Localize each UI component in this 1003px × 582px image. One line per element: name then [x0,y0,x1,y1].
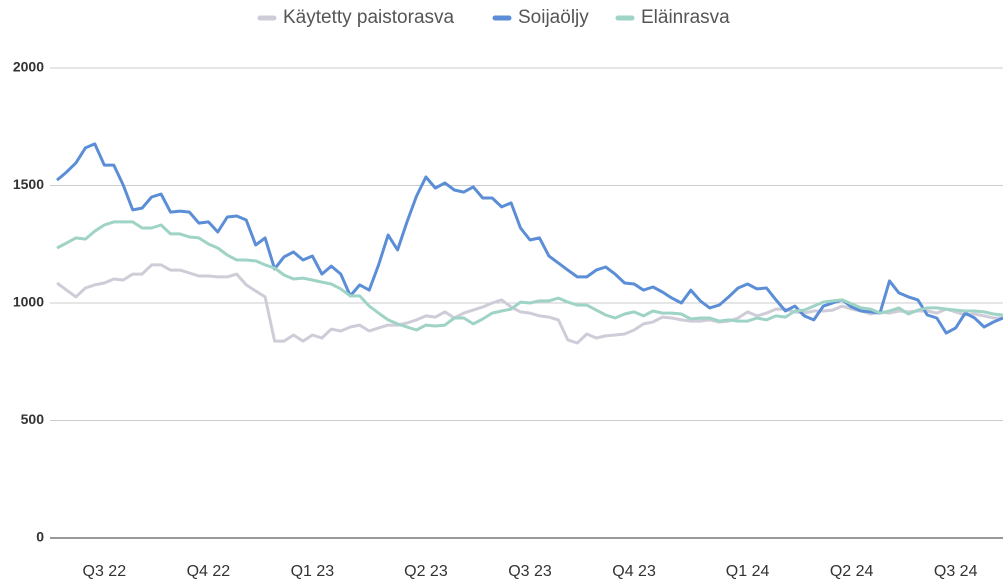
x-tick-label: Q3 22 [83,563,127,580]
legend-label: Soijaöljy [518,7,589,28]
x-tick-label: Q3 24 [934,563,978,580]
y-tick-label: 1000 [13,294,44,310]
series-line [56,220,1003,332]
x-tick-label: Q1 24 [726,563,770,580]
x-tick-label: Q4 23 [612,563,656,580]
y-tick-label: 0 [36,529,44,545]
x-tick-label: Q4 22 [187,563,231,580]
y-tick-label: 1500 [13,176,44,192]
x-tick-label: Q2 23 [404,563,448,580]
x-tick-label: Q1 23 [291,563,335,580]
y-tick-label: 500 [21,411,45,427]
legend-label: Käytetty paistorasva [283,7,455,28]
series-line [56,263,1003,345]
x-tick-label: Q2 24 [830,563,874,580]
x-tick-label: Q3 23 [508,563,552,580]
legend-label: Eläinrasva [641,7,730,28]
y-tick-label: 2000 [13,59,44,75]
